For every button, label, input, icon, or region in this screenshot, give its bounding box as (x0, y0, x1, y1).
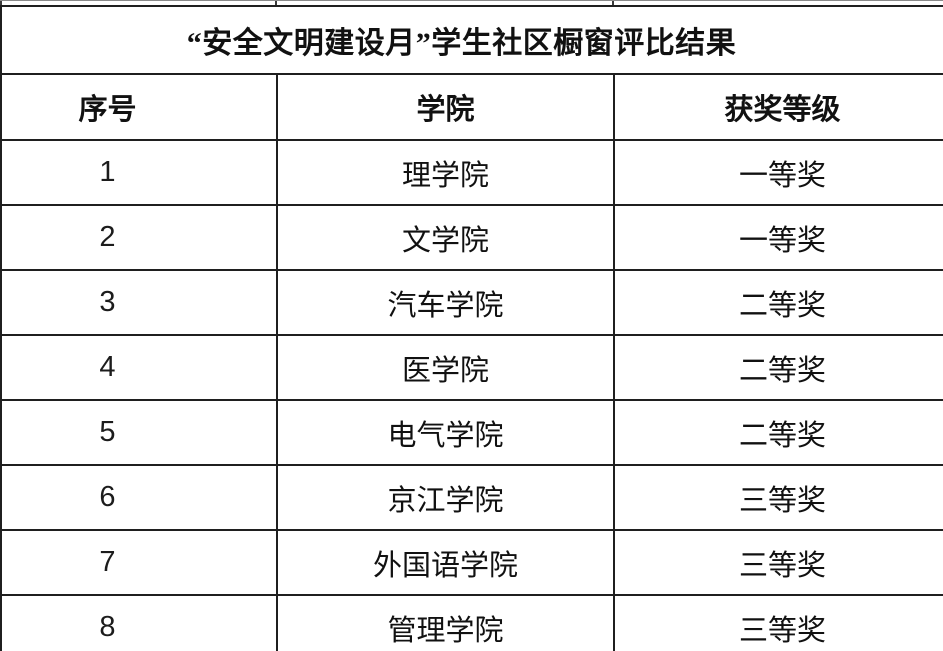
top-gridline-strip (0, 0, 943, 5)
cell-college[interactable]: 京江学院 (276, 464, 615, 531)
cell-award[interactable]: 三等奖 (612, 529, 943, 596)
cell-college[interactable]: 管理学院 (276, 594, 615, 651)
header-cell-no[interactable]: 序号 (0, 73, 278, 141)
header-cell-award[interactable]: 获奖等级 (612, 73, 943, 141)
cell-award[interactable]: 二等奖 (612, 269, 943, 336)
table-title[interactable]: “安全文明建设月”学生社区橱窗评比结果 (0, 5, 943, 75)
cell-award[interactable]: 二等奖 (612, 399, 943, 466)
cell-no[interactable]: 1 (0, 139, 278, 206)
table-header-row: 序号 学院 获奖等级 (0, 73, 943, 141)
gridline-vertical (0, 1, 2, 5)
table-row: 2 文学院 一等奖 (0, 204, 943, 271)
cell-college[interactable]: 医学院 (276, 334, 615, 401)
cell-no[interactable]: 2 (0, 204, 278, 271)
table-row: 1 理学院 一等奖 (0, 139, 943, 206)
cell-college[interactable]: 汽车学院 (276, 269, 615, 336)
cell-award[interactable]: 一等奖 (612, 204, 943, 271)
cell-award[interactable]: 一等奖 (612, 139, 943, 206)
gridline-vertical (275, 1, 277, 5)
header-cell-college[interactable]: 学院 (276, 73, 615, 141)
table-row: 6 京江学院 三等奖 (0, 464, 943, 531)
cell-no[interactable]: 8 (0, 594, 278, 651)
cell-award[interactable]: 三等奖 (612, 464, 943, 531)
cell-college[interactable]: 理学院 (276, 139, 615, 206)
cell-no[interactable]: 7 (0, 529, 278, 596)
cell-no[interactable]: 6 (0, 464, 278, 531)
table-row: 4 医学院 二等奖 (0, 334, 943, 401)
table-row: 8 管理学院 三等奖 (0, 594, 943, 651)
cell-no[interactable]: 5 (0, 399, 278, 466)
table-row: 3 汽车学院 二等奖 (0, 269, 943, 336)
cell-award[interactable]: 二等奖 (612, 334, 943, 401)
cell-college[interactable]: 文学院 (276, 204, 615, 271)
table-row: 7 外国语学院 三等奖 (0, 529, 943, 596)
cell-award[interactable]: 三等奖 (612, 594, 943, 651)
cell-no[interactable]: 3 (0, 269, 278, 336)
cell-no[interactable]: 4 (0, 334, 278, 401)
gridline-vertical (612, 1, 614, 5)
table-title-row: “安全文明建设月”学生社区橱窗评比结果 (0, 5, 943, 75)
award-results-table: “安全文明建设月”学生社区橱窗评比结果 序号 学院 获奖等级 1 理学院 一等奖… (0, 5, 943, 651)
cell-college[interactable]: 外国语学院 (276, 529, 615, 596)
table-row: 5 电气学院 二等奖 (0, 399, 943, 466)
cell-college[interactable]: 电气学院 (276, 399, 615, 466)
